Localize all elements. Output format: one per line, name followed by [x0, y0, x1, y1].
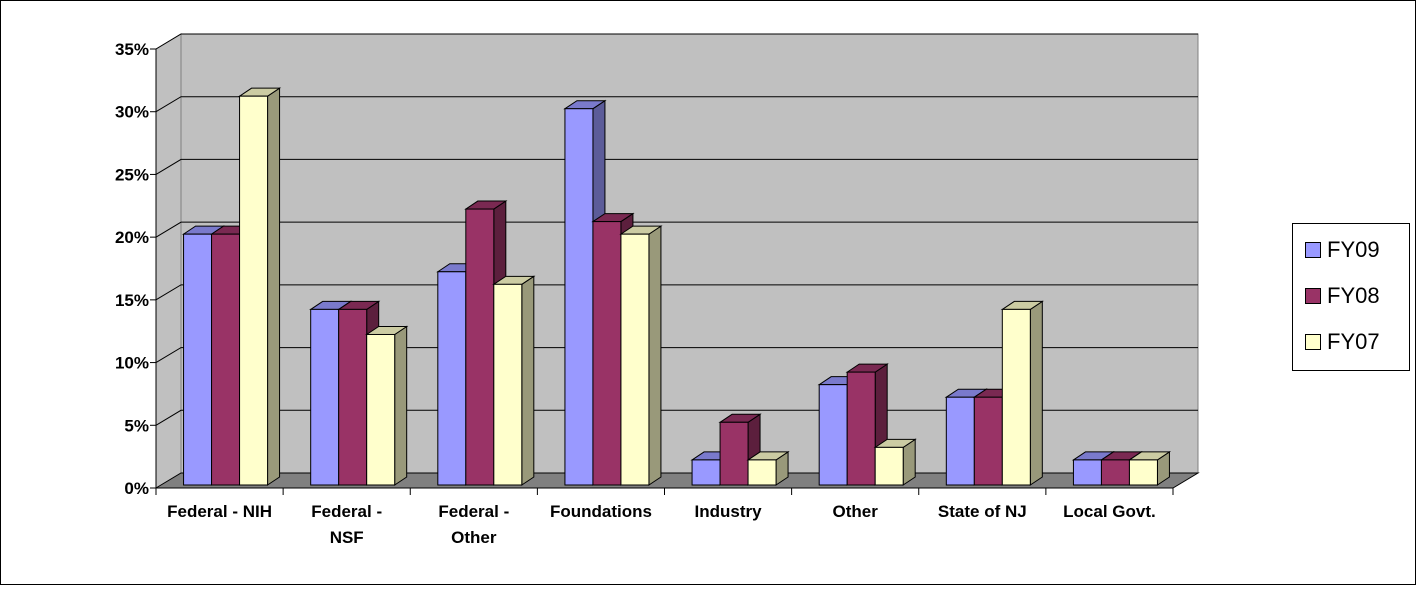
bar-front: [310, 308, 340, 486]
bar-front: [945, 396, 975, 486]
bar-side: [521, 275, 535, 486]
bar-side: [648, 225, 662, 486]
gridline: [155, 221, 1198, 238]
bar-front: [366, 333, 396, 486]
x-tick-label: Federal -NSF: [311, 502, 382, 547]
legend-label: FY08: [1327, 283, 1380, 308]
x-tick-labels: Federal - NIH Federal -NSF Federal -Other F…: [167, 502, 1156, 547]
bar: [237, 87, 282, 486]
y-tick-label: 0%: [124, 479, 149, 498]
legend-swatch: [1305, 288, 1321, 304]
bar-side: [1029, 300, 1043, 486]
bar-front: [564, 108, 594, 486]
bar-front: [719, 421, 749, 486]
bar-front: [493, 283, 523, 486]
y-tick-label: 10%: [115, 354, 149, 373]
legend-label: FY09: [1327, 237, 1380, 262]
bar: [492, 275, 536, 486]
bar-front: [1072, 459, 1102, 486]
side-wall: [155, 33, 182, 489]
legend-label: FY07: [1327, 329, 1380, 354]
legend-item: FY08: [1305, 281, 1380, 311]
gridline: [155, 284, 1198, 301]
gridline: [155, 347, 1198, 364]
bar: [746, 450, 790, 486]
legend: FY09 FY08 FY07: [1292, 223, 1410, 371]
x-tick-label: State of NJ: [938, 502, 1027, 521]
gridline: [155, 96, 1198, 113]
bar-front: [747, 459, 777, 486]
bar: [873, 438, 917, 486]
bar-side: [394, 325, 408, 486]
y-tick-label: 20%: [115, 228, 149, 247]
bar-side: [267, 87, 281, 486]
legend-item: FY07: [1305, 327, 1380, 357]
bar-front: [620, 233, 650, 486]
x-tick-label: Local Govt.: [1063, 502, 1156, 521]
bar-front: [437, 271, 467, 486]
bar-front: [874, 446, 904, 486]
bar-front: [592, 221, 622, 486]
y-tick-label: 5%: [124, 416, 149, 435]
x-tick-label: Federal -Other: [438, 502, 509, 547]
x-tick-label: Other: [833, 502, 879, 521]
bar-front: [846, 371, 876, 486]
y-tick-label: 25%: [115, 165, 149, 184]
x-tick-label: Foundations: [550, 502, 652, 521]
bar: [1000, 300, 1044, 486]
bars: [181, 87, 1172, 486]
x-tick-label: Industry: [695, 502, 763, 521]
bar-front: [691, 459, 721, 486]
legend-swatch: [1305, 242, 1321, 258]
legend-swatch: [1305, 334, 1321, 350]
bar-front: [239, 95, 269, 486]
gridline: [155, 158, 1198, 175]
bar: [619, 225, 663, 486]
y-tick-label: 35%: [115, 40, 149, 59]
bar-front: [973, 396, 1003, 486]
axes: [150, 48, 1174, 495]
y-tick-label: 15%: [115, 291, 149, 310]
bar-front: [818, 384, 848, 486]
bar-front: [1128, 459, 1158, 486]
bar-front: [465, 208, 495, 486]
bar: [365, 325, 409, 486]
y-tick-labels: 0% 5% 10% 15% 20% 25% 30% 35%: [115, 40, 149, 498]
bar-front: [211, 233, 241, 486]
gridline: [155, 33, 1198, 50]
legend-item: FY09: [1305, 235, 1380, 265]
bar-front: [183, 233, 213, 486]
bar: [1127, 450, 1172, 486]
x-tick-label: Federal - NIH: [167, 502, 272, 521]
y-tick-label: 30%: [115, 103, 149, 122]
bar-front: [1001, 308, 1031, 486]
bar-front: [338, 308, 368, 486]
bar-front: [1100, 459, 1130, 486]
